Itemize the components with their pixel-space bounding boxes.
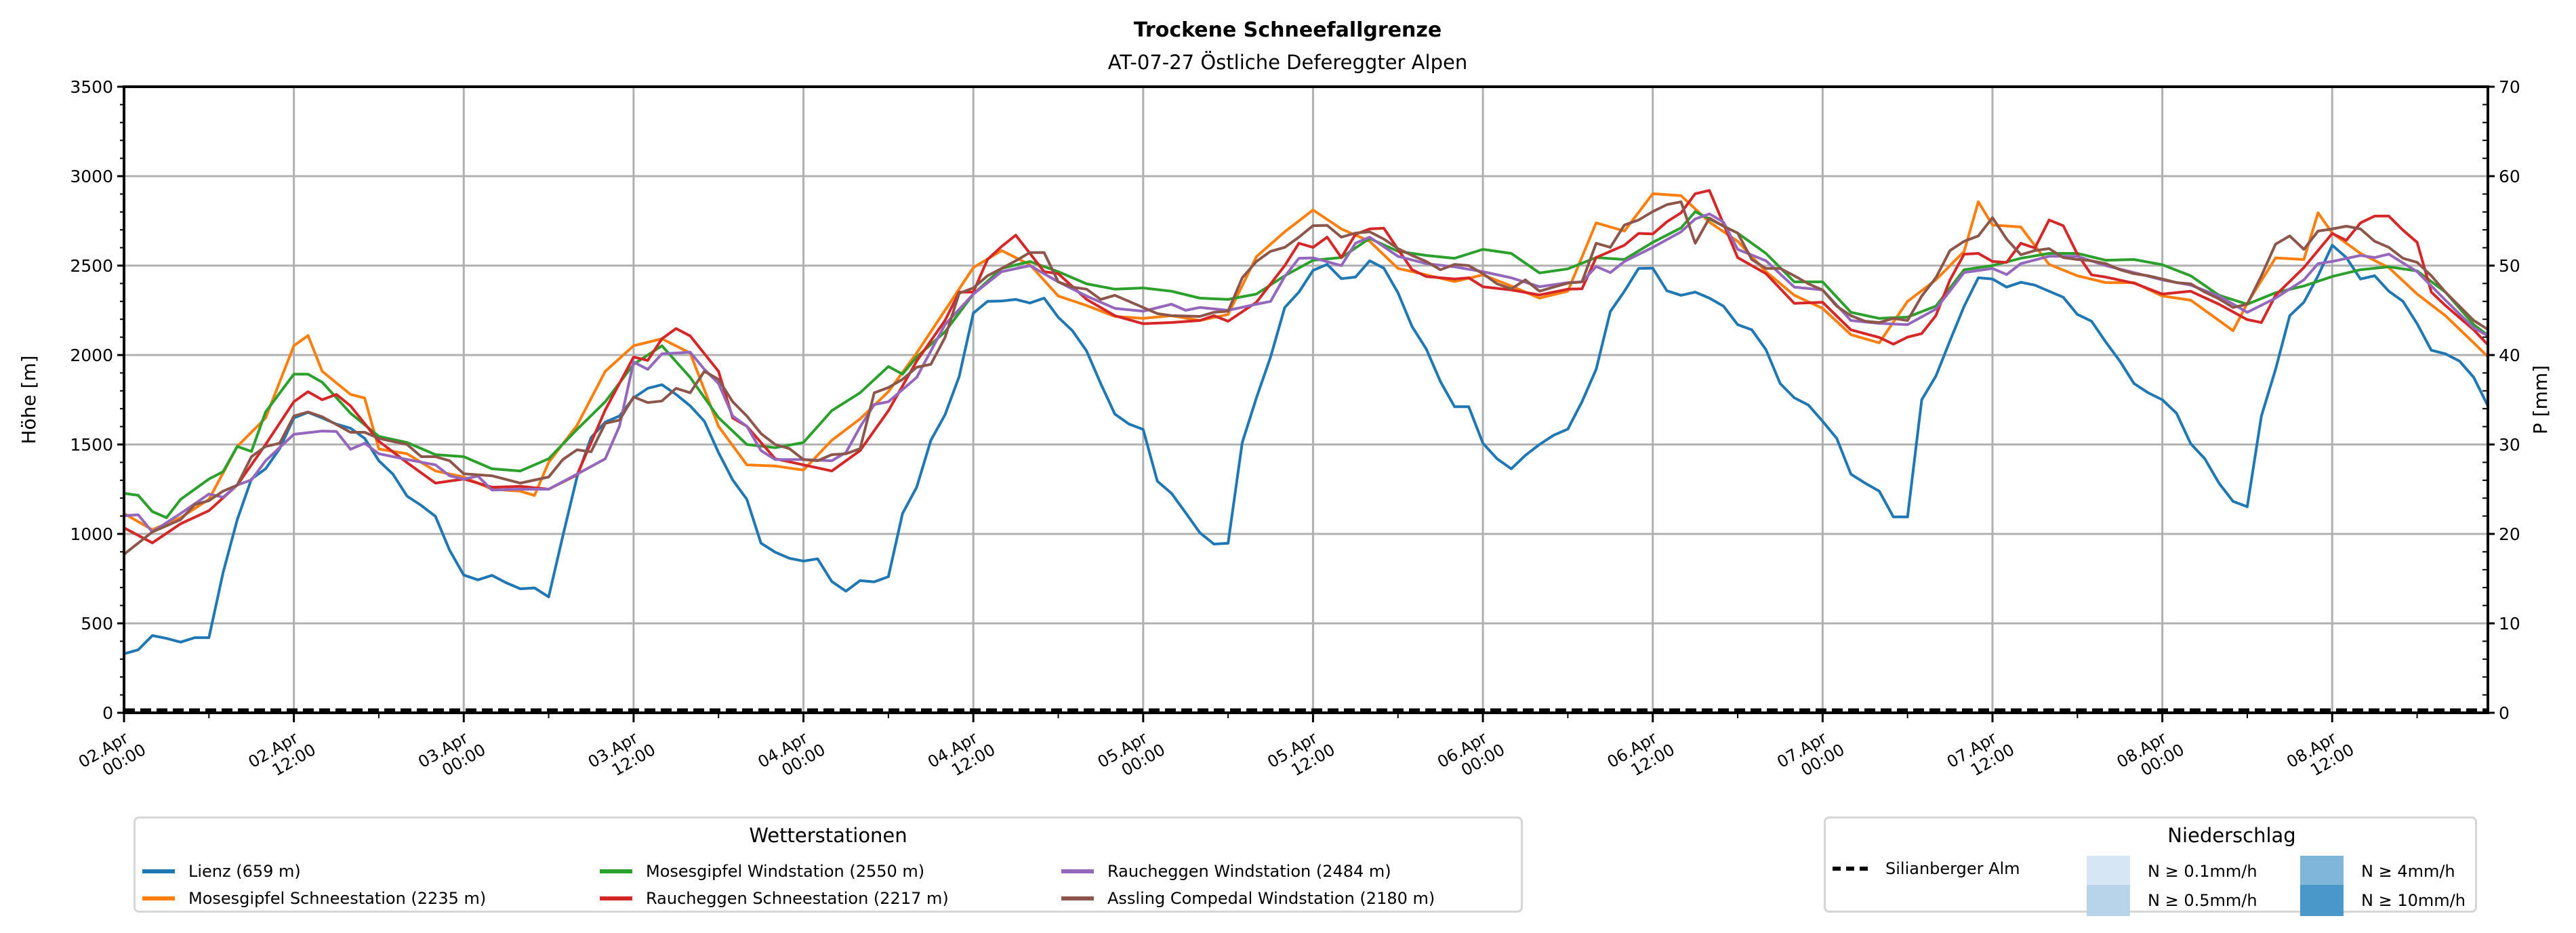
dashed-line-swatch — [1833, 867, 1868, 871]
legend-item-silianberger-alm: Silianberger Alm — [1833, 859, 2020, 878]
stations-legend-title: Wetterstationen — [749, 824, 907, 847]
legend-label: Lienz (659 m) — [188, 862, 301, 881]
legend-item-precip-3: N ≥ 10mm/h — [2300, 885, 2466, 916]
line-swatch — [600, 896, 632, 900]
series-line-4 — [123, 212, 2489, 534]
y-tick-label: 1500 — [70, 435, 113, 455]
y2-tick-label: 40 — [2499, 346, 2520, 365]
legend-label: Raucheggen Schneestation (2217 m) — [646, 889, 949, 908]
legend-item-station-1: Mosesgipfel Schneestation (2235 m) — [142, 889, 486, 908]
series-line-5 — [123, 200, 2489, 556]
grid — [124, 87, 2488, 713]
legend-label: Mosesgipfel Schneestation (2235 m) — [188, 889, 487, 908]
y2-tick-label: 30 — [2499, 435, 2520, 455]
y2-tick-label: 70 — [2499, 77, 2520, 97]
y-tick-label: 3500 — [70, 77, 113, 97]
line-swatch — [600, 869, 632, 873]
y2-tick-label: 60 — [2499, 167, 2520, 186]
y2-tick-label: 20 — [2499, 524, 2520, 544]
legend-item-station-3: Raucheggen Schneestation (2217 m) — [600, 889, 949, 908]
color-swatch — [2087, 856, 2130, 887]
chart-subtitle: AT-07-27 Östliche Defereggter Alpen — [1108, 51, 1467, 74]
line-swatch — [1061, 869, 1094, 873]
legend-label: Raucheggen Windstation (2484 m) — [1107, 862, 1391, 881]
y-axis-label: Höhe [m] — [18, 355, 40, 444]
series-lines — [123, 189, 2489, 712]
line-swatch — [142, 869, 175, 873]
color-swatch — [2300, 885, 2344, 916]
y2-axis-label: P [mm] — [2529, 365, 2552, 434]
legend-item-precip-1: N ≥ 0.5mm/h — [2087, 885, 2257, 916]
series-line-3 — [123, 189, 2489, 545]
line-swatch — [1061, 896, 1094, 900]
legend-item-station-0: Lienz (659 m) — [142, 862, 301, 881]
y2-tick-label: 10 — [2499, 614, 2520, 634]
precip-legend-title: Niederschlag — [2167, 824, 2296, 847]
series-line-2 — [123, 210, 2489, 519]
legend-label: Silianberger Alm — [1885, 859, 2020, 878]
legend-label: Assling Compedal Windstation (2180 m) — [1107, 889, 1435, 908]
color-swatch — [2087, 885, 2130, 916]
color-swatch — [2300, 856, 2344, 887]
y-tick-label: 3000 — [70, 167, 113, 186]
axes: 0 500 1000 1500 2000 2500 3000 3500 0 10 20 30 40 50 6… — [70, 77, 2520, 780]
y-tick-label: 2000 — [70, 346, 113, 365]
y2-tick-label: 0 — [2499, 703, 2510, 723]
legend-item-precip-2: N ≥ 4mm/h — [2300, 856, 2455, 887]
precip-legend: Niederschlag Silianberger Alm N ≥ 0.1mm/… — [1824, 816, 2477, 916]
legend-label: N ≥ 0.1mm/h — [2148, 862, 2257, 881]
legend-label: N ≥ 10mm/h — [2361, 891, 2466, 910]
legend-item-station-2: Mosesgipfel Windstation (2550 m) — [600, 862, 924, 881]
line-swatch — [142, 896, 175, 900]
y-tick-label: 500 — [81, 614, 113, 634]
legend-label: Mosesgipfel Windstation (2550 m) — [646, 862, 925, 881]
y2-tick-label: 50 — [2499, 256, 2520, 276]
chart-title: Trockene Schneefallgrenze — [1134, 18, 1442, 42]
legend-label: N ≥ 0.5mm/h — [2148, 891, 2257, 910]
y-tick-label: 0 — [102, 703, 113, 723]
stations-legend: Wetterstationen Lienz (659 m) Mosesgipfel… — [134, 816, 1523, 913]
y-tick-label: 1000 — [70, 524, 113, 544]
legend-item-station-4: Raucheggen Windstation (2484 m) — [1061, 862, 1391, 881]
y-tick-label: 2500 — [70, 256, 113, 276]
legend-item-station-5: Assling Compedal Windstation (2180 m) — [1061, 889, 1435, 908]
legend-label: N ≥ 4mm/h — [2361, 862, 2455, 881]
legend-item-precip-0: N ≥ 0.1mm/h — [2087, 856, 2257, 887]
plot-frame — [123, 85, 2489, 714]
series-line-0 — [123, 243, 2489, 655]
